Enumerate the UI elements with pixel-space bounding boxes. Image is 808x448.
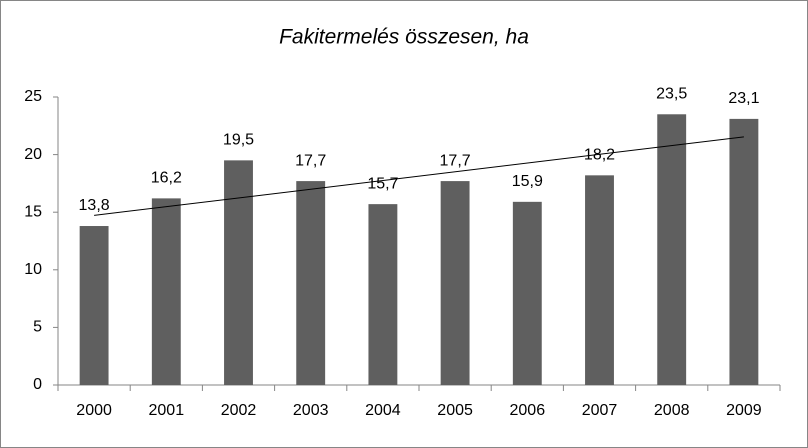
x-tick-label: 2006 — [510, 402, 546, 419]
bar — [440, 181, 470, 385]
x-tick-label: 2003 — [293, 402, 329, 419]
value-label: 23,5 — [656, 85, 687, 102]
bar — [151, 198, 181, 385]
value-label: 16,2 — [151, 170, 182, 187]
value-label: 15,7 — [367, 175, 398, 192]
chart-title: Fakitermelés összesen, ha — [279, 26, 529, 49]
bar — [296, 181, 326, 385]
y-tick-label: 10 — [24, 261, 42, 278]
trendline — [94, 136, 744, 216]
x-tick-label: 2009 — [726, 402, 762, 419]
x-tick-label: 2002 — [221, 402, 257, 419]
y-tick-label: 25 — [24, 88, 42, 105]
y-tick-label: 20 — [24, 146, 42, 163]
bar — [224, 160, 253, 385]
value-label: 13,8 — [79, 197, 110, 214]
value-label: 17,7 — [440, 152, 471, 169]
value-label: 23,1 — [728, 90, 759, 107]
value-label: 19,5 — [223, 132, 254, 149]
bar — [512, 201, 542, 385]
value-label: 15,9 — [512, 173, 543, 190]
bar — [585, 175, 614, 385]
x-tick-label: 2004 — [365, 402, 401, 419]
x-tick-label: 2005 — [437, 402, 473, 419]
y-tick-label: 15 — [24, 203, 42, 220]
bar — [79, 226, 109, 385]
x-tick-label: 2001 — [149, 402, 185, 419]
value-label: 17,7 — [295, 152, 326, 169]
x-tick-label: 2000 — [76, 402, 112, 419]
y-tick-label: 5 — [33, 319, 42, 336]
x-tick-label: 2007 — [582, 402, 618, 419]
bar — [368, 204, 398, 385]
y-tick-label: 0 — [33, 376, 42, 393]
value-label: 18,2 — [584, 147, 615, 164]
bar — [657, 114, 687, 385]
x-tick-label: 2008 — [654, 402, 690, 419]
bar — [729, 118, 759, 385]
